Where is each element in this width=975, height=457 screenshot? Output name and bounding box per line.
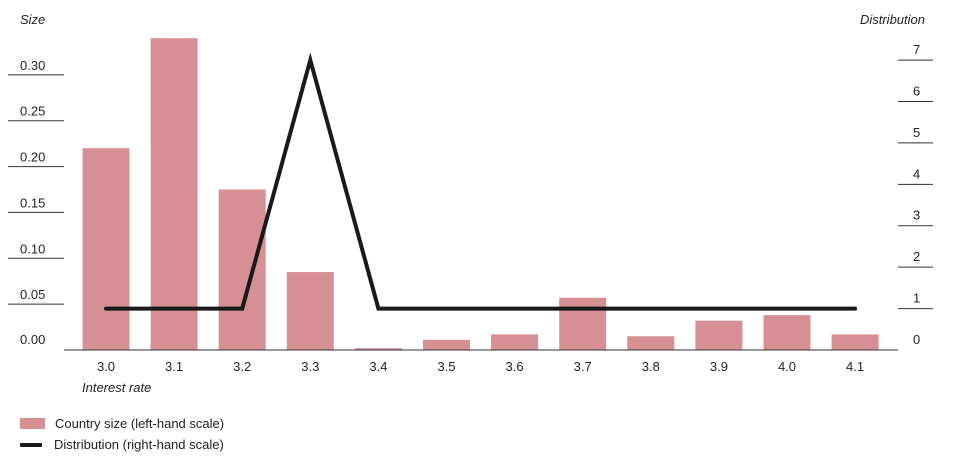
x-axis-title: Interest rate [82,380,151,395]
x-tick-label: 4.0 [778,359,796,374]
right-axis-title: Distribution [860,12,925,27]
legend-swatch-line [20,442,42,447]
legend-item-line: Distribution (right-hand scale) [20,437,224,452]
bar [695,320,743,350]
bar [627,336,675,350]
bar [831,334,879,350]
right-tick-label: 3 [913,208,920,223]
distribution-line [104,52,858,311]
x-tick-label: 3.7 [574,359,592,374]
x-tick-label: 3.1 [165,359,183,374]
x-tick-label: 3.5 [437,359,455,374]
bar [82,148,130,350]
bars [64,38,898,351]
left-tick-label: 0.15 [20,195,45,210]
bar [491,334,539,350]
chart: 0.00 0.05 0.10 0.15 0.20 0.25 0.30 0 1 2 3 4 5 6 7 3.… [8,12,933,395]
right-tick-label: 5 [913,125,920,140]
bar [423,339,470,350]
x-tick-label: 4.1 [846,359,864,374]
right-tick-label: 2 [913,249,920,264]
left-axis: 0.00 0.05 0.10 0.15 0.20 0.25 0.30 [8,58,64,347]
x-axis: 3.0 3.1 3.2 3.3 3.4 3.5 3.6 3.7 3.8 3.9 4.0 4.1 [97,359,864,374]
right-tick-label: 7 [913,42,920,57]
x-tick-label: 3.4 [369,359,387,374]
x-tick-label: 3.8 [642,359,660,374]
legend-item-bar: Country size (left-hand scale) [20,416,224,431]
left-tick-label: 0.30 [20,58,45,73]
bar [218,189,266,350]
left-axis-title: Size [20,12,45,27]
line-layer [104,52,858,311]
right-tick-label: 0 [913,332,920,347]
left-tick-label: 0.05 [20,287,45,302]
right-tick-label: 4 [913,166,920,181]
legend-label-bar: Country size (left-hand scale) [55,416,225,431]
x-tick-label: 3.2 [233,359,251,374]
left-tick-label: 0.10 [20,241,45,256]
bar [559,297,607,350]
bar [150,38,198,351]
bar [286,272,334,350]
bar [763,315,811,350]
right-axis: 0 1 2 3 4 5 6 7 [898,42,933,347]
bar [354,348,402,350]
left-tick-label: 0.20 [20,150,45,165]
x-tick-label: 3.3 [301,359,319,374]
x-tick-label: 3.6 [506,359,524,374]
legend-swatch-bar [20,418,45,429]
x-tick-label: 3.9 [710,359,728,374]
legend-label-line: Distribution (right-hand scale) [54,437,224,452]
right-tick-label: 1 [913,291,920,306]
left-tick-label: 0.25 [20,104,45,119]
right-tick-label: 6 [913,83,920,98]
left-tick-label: 0.00 [20,332,45,347]
x-tick-label: 3.0 [97,359,115,374]
